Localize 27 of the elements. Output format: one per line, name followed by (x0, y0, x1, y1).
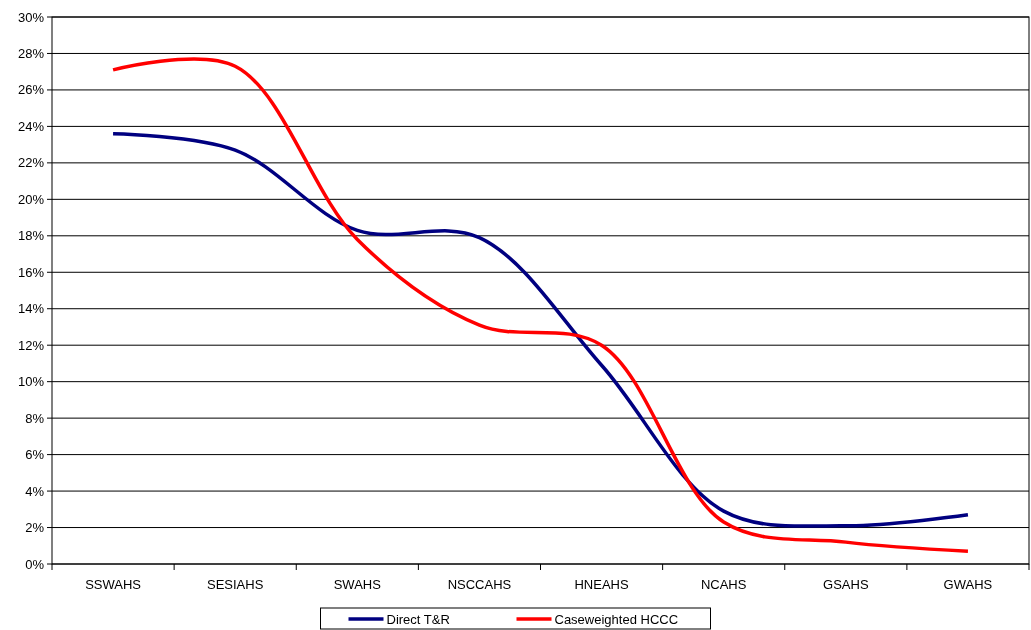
y-tick-label: 24% (17, 118, 45, 134)
y-tick-label: 8% (25, 410, 45, 426)
y-tick-label: 14% (17, 301, 45, 317)
y-tick-label: 2% (25, 520, 45, 536)
y-tick-label: 22% (17, 155, 45, 171)
x-tick-label: SWAHS (333, 577, 382, 592)
legend-label: Direct T&R (386, 611, 450, 627)
x-tick-label: GSAHS (823, 577, 869, 592)
line-series (111, 131, 970, 528)
y-tick-label: 4% (25, 483, 45, 499)
y-tick-label: 6% (25, 447, 45, 463)
y-tick-label: 16% (17, 264, 45, 280)
x-tick-label: HNEAHS (574, 577, 629, 592)
x-tick-label: NCAHS (700, 577, 747, 592)
y-tick-label: 0% (25, 556, 45, 572)
x-tick-label: SESIAHS (207, 577, 264, 592)
y-tick-label: 28% (17, 46, 45, 62)
x-tick-label: GWAHS (943, 577, 993, 592)
y-tick-label: 26% (17, 82, 45, 98)
y-tick-label: 10% (17, 374, 45, 390)
x-tick-label: NSCCAHS (447, 577, 512, 592)
x-tick-label: SSWAHS (85, 577, 142, 592)
y-tick-label: 12% (17, 337, 45, 353)
y-tick-label: 30% (17, 9, 45, 25)
y-tick-label: 18% (17, 228, 45, 244)
legend-label: Caseweighted HCCC (554, 611, 679, 627)
y-tick-label: 20% (17, 191, 45, 207)
